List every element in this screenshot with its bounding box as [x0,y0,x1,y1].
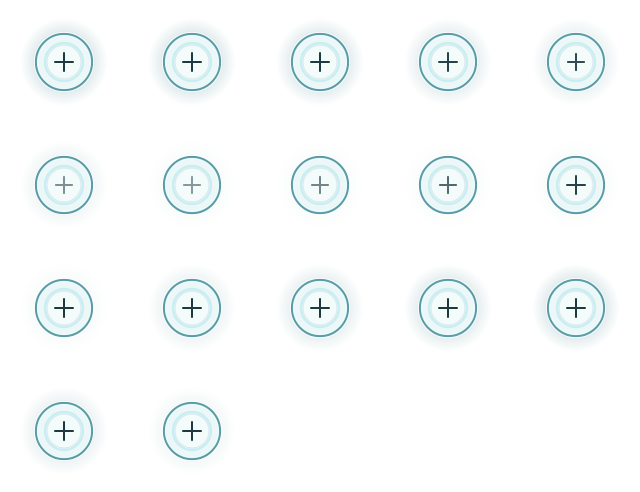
plus-icon [276,140,364,229]
add-button-frame [256,0,384,123]
add-button-frame [128,369,256,492]
plus-icon [404,17,492,106]
add-button-frame [512,123,640,246]
add-button-frame [384,246,512,369]
plus-sign [182,175,202,194]
plus-sign [182,297,202,318]
add-button-frame [384,0,512,123]
plus-icon [404,140,492,229]
plus-icon [20,17,108,106]
plus-sign [310,175,330,194]
plus-icon [148,17,236,106]
plus-sign [182,51,202,72]
plus-sign [566,297,586,318]
plus-sign [566,52,586,71]
plus-icon [148,386,236,475]
plus-icon [276,17,364,106]
plus-sign [310,297,330,318]
add-button-frame [256,123,384,246]
plus-icon [532,17,620,106]
plus-icon [148,263,236,352]
add-button-frame [0,369,128,492]
plus-sign [54,297,74,318]
plus-sign [438,51,458,72]
plus-icon [532,263,620,352]
plus-icon [404,263,492,352]
add-button-frame [512,246,640,369]
plus-sign [566,174,586,195]
plus-sign [54,420,74,441]
plus-sign [54,175,74,194]
add-button-frame [0,123,128,246]
add-button-frame [256,246,384,369]
add-button-frame [128,246,256,369]
plus-icon [20,140,108,229]
add-button-frame [128,123,256,246]
plus-sign [54,51,74,72]
plus-sign [438,175,458,194]
add-button-frame [384,123,512,246]
plus-icon [20,263,108,352]
plus-icon [532,140,620,229]
add-button-frame [128,0,256,123]
plus-sign [438,297,458,318]
plus-icon [20,386,108,475]
plus-icon [148,140,236,229]
plus-icon [276,263,364,352]
add-button-frame [512,0,640,123]
plus-sign [310,51,330,72]
add-button-frame [0,0,128,123]
plus-sign [182,420,202,441]
add-button-frame [0,246,128,369]
